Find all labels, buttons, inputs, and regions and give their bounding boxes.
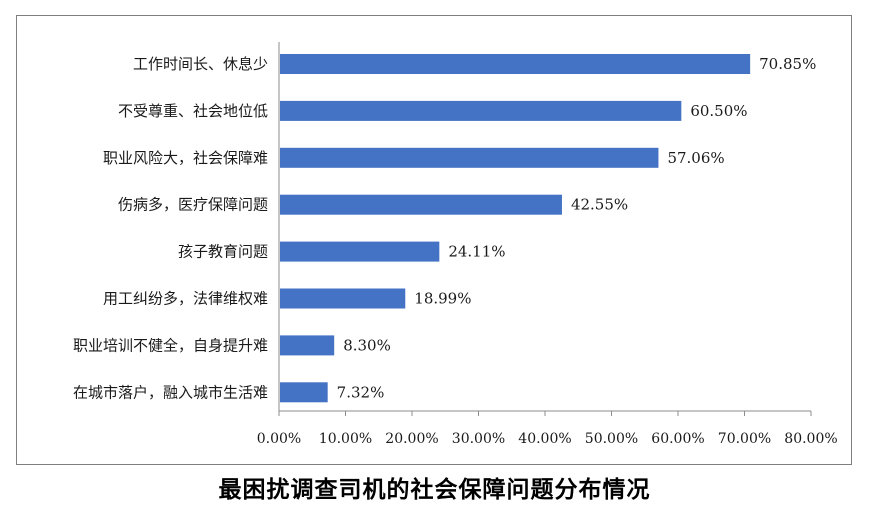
chart-frame xyxy=(16,15,852,465)
x-tick-label: 20.00% xyxy=(385,431,438,447)
x-tick-label: 40.00% xyxy=(518,431,571,447)
data-label: 70.85% xyxy=(759,55,816,73)
x-tick-label: 0.00% xyxy=(257,431,301,447)
chart-title: 最困扰调查司机的社会保障问题分布情况 xyxy=(218,477,651,503)
bar xyxy=(280,54,751,74)
category-label: 用工纠纷多，法律维权难 xyxy=(103,290,268,308)
bar xyxy=(280,147,659,168)
bar xyxy=(280,288,406,309)
bar xyxy=(280,194,562,215)
bar xyxy=(280,241,440,262)
category-label: 职业培训不健全，自身提升难 xyxy=(73,336,268,354)
data-label: 57.06% xyxy=(667,149,724,167)
x-tick-label: 10.00% xyxy=(319,431,372,447)
bar xyxy=(280,335,335,356)
category-label: 伤病多，医疗保障问题 xyxy=(118,196,268,214)
data-label: 42.55% xyxy=(571,196,628,214)
category-label: 不受尊重、社会地位低 xyxy=(118,102,268,120)
category-label: 在城市落户，融入城市生活难 xyxy=(73,383,268,401)
bar xyxy=(280,100,682,121)
data-label: 7.32% xyxy=(337,383,385,401)
data-label: 60.50% xyxy=(690,102,747,120)
category-label: 孩子教育问题 xyxy=(178,243,268,261)
x-tick-label: 70.00% xyxy=(718,431,771,447)
x-tick-label: 50.00% xyxy=(585,431,638,447)
x-tick-label: 30.00% xyxy=(452,431,505,447)
data-label: 8.30% xyxy=(343,336,391,354)
data-label: 24.11% xyxy=(448,243,505,261)
category-label: 职业风险大，社会保障难 xyxy=(103,149,268,167)
x-tick-label: 60.00% xyxy=(651,431,704,447)
bar xyxy=(280,382,328,403)
x-tick-label: 80.00% xyxy=(784,431,837,447)
category-label: 工作时间长、休息少 xyxy=(133,55,268,73)
data-label: 18.99% xyxy=(414,290,471,308)
